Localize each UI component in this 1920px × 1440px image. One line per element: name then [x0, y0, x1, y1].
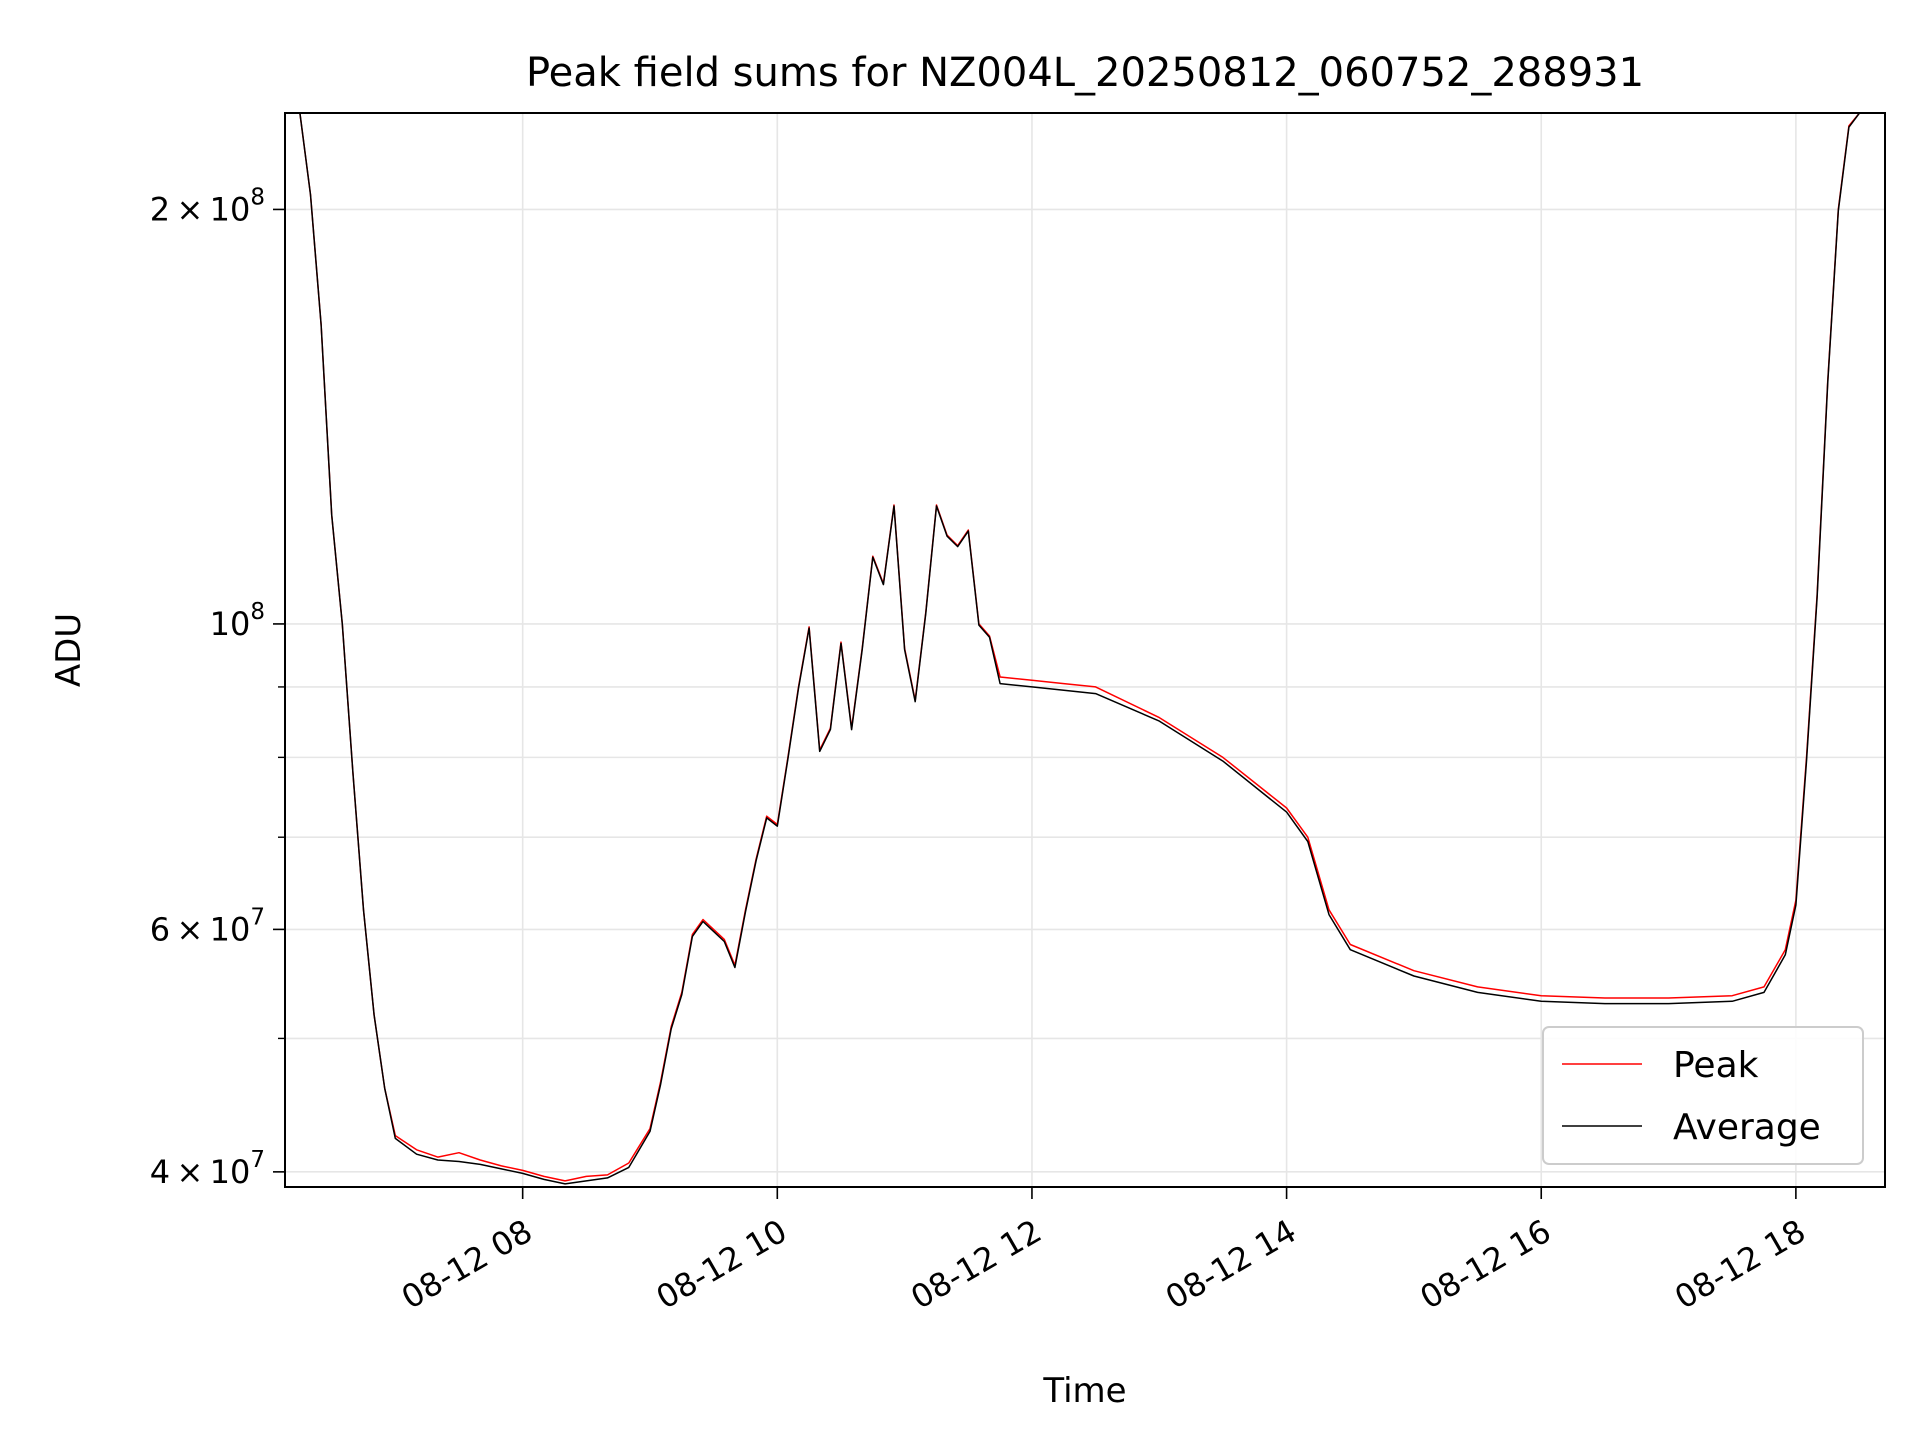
series-line-peak — [289, 113, 1881, 1182]
x-tick-label: 08-12 18 — [1668, 1212, 1812, 1317]
y-tick-base: 2 × 10 — [150, 190, 251, 228]
x-axis-label: Time — [1042, 1371, 1126, 1411]
legend-box — [1542, 1026, 1864, 1165]
y-tick-exponent: 8 — [250, 599, 265, 625]
y-tick-base: 10 — [210, 605, 251, 643]
legend-label-peak: Peak — [1673, 1045, 1759, 1086]
y-tick-exponent: 7 — [250, 1147, 265, 1173]
y-axis-label: ADU — [49, 613, 89, 687]
chart-title: Peak field sums for NZ004L_20250812_0607… — [526, 50, 1644, 96]
y-tick-exponent: 8 — [250, 184, 265, 210]
grid — [285, 113, 1885, 1187]
x-tick-label: 08-12 16 — [1414, 1212, 1558, 1317]
y-tick-exponent: 7 — [250, 904, 265, 930]
y-tick-label: 2 × 108 — [150, 184, 265, 228]
x-tick-label: 08-12 08 — [395, 1212, 539, 1317]
plot-frame — [284, 112, 1886, 1188]
y-tick-base: 4 × 10 — [150, 1153, 251, 1191]
x-tick-label: 08-12 10 — [650, 1212, 794, 1317]
legend: Peak Average — [1542, 1026, 1864, 1165]
series-layer — [289, 113, 1881, 1185]
y-tick-label: 4 × 107 — [150, 1147, 265, 1191]
y-tick-label: 6 × 107 — [150, 904, 265, 948]
y-tick-label: 108 — [210, 599, 265, 643]
series-line-average — [289, 113, 1881, 1185]
y-tick-base: 6 × 10 — [150, 910, 251, 948]
x-tick-label: 08-12 14 — [1159, 1212, 1303, 1317]
x-tick-label: 08-12 12 — [904, 1212, 1048, 1317]
legend-label-average: Average — [1673, 1107, 1821, 1148]
